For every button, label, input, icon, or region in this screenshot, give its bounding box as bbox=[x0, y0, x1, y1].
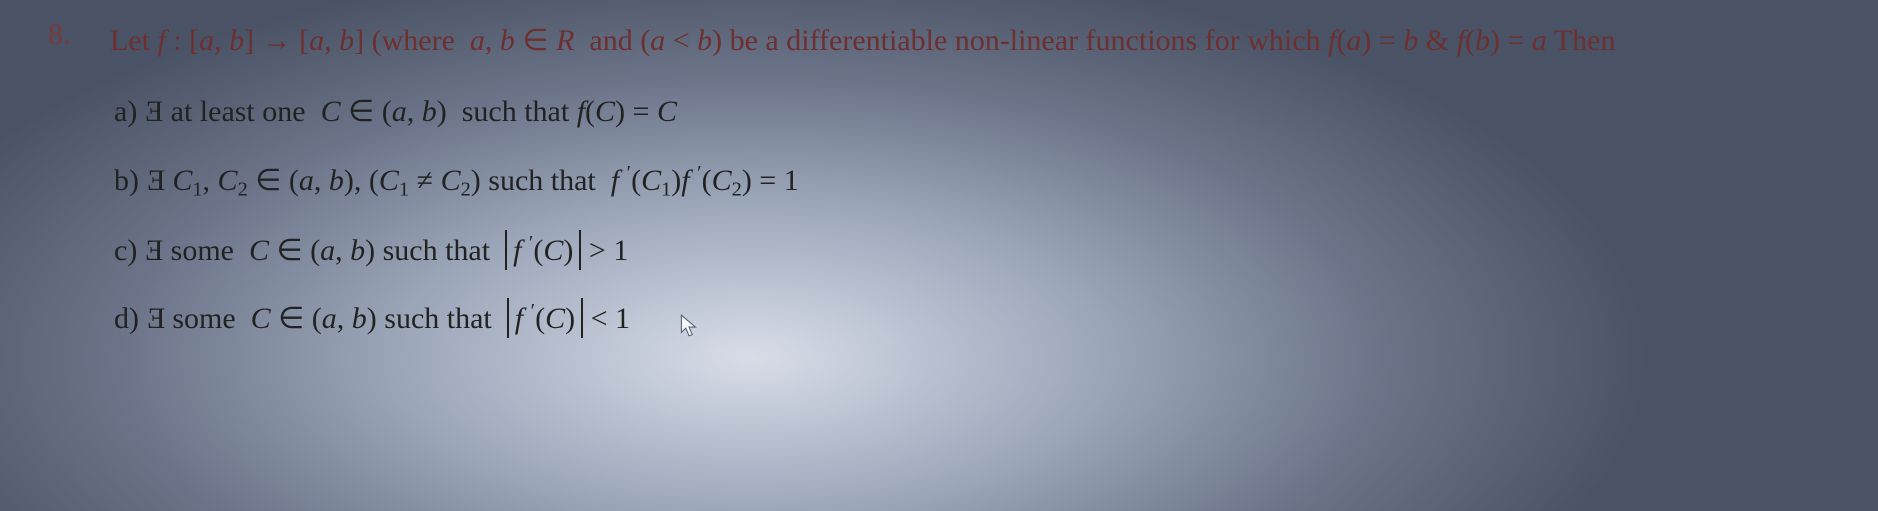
option-b-label: b) bbox=[114, 164, 139, 197]
question-stem: Let f : [a, b] → [a, b] (where a, b ∈ R … bbox=[110, 18, 1838, 65]
option-c: c) E some C ∈ (a, b) such that f ′(C) > … bbox=[114, 230, 1838, 272]
option-c-label: c) bbox=[114, 234, 137, 267]
option-a-label: a) bbox=[114, 95, 137, 128]
option-b: b) E C1, C2 ∈ (a, b), (C1 ≠ C2) such tha… bbox=[114, 159, 1838, 204]
question-number: 8. bbox=[48, 18, 71, 52]
option-a: a) E at least one C ∈ (a, b) such that f… bbox=[114, 91, 1838, 133]
option-b-text: E C1, C2 ∈ (a, b), (C1 ≠ C2) such that f… bbox=[147, 164, 799, 197]
option-d: d) E some C ∈ (a, b) such that f ′(C) < … bbox=[114, 298, 1838, 340]
option-d-label: d) bbox=[114, 302, 139, 335]
option-a-text: E at least one C ∈ (a, b) such that f(C)… bbox=[145, 95, 677, 128]
option-c-text: E some C ∈ (a, b) such that f ′(C) > 1 bbox=[145, 234, 629, 267]
option-d-text: E some C ∈ (a, b) such that f ′(C) < 1 bbox=[147, 302, 631, 335]
cursor-icon bbox=[678, 309, 700, 335]
